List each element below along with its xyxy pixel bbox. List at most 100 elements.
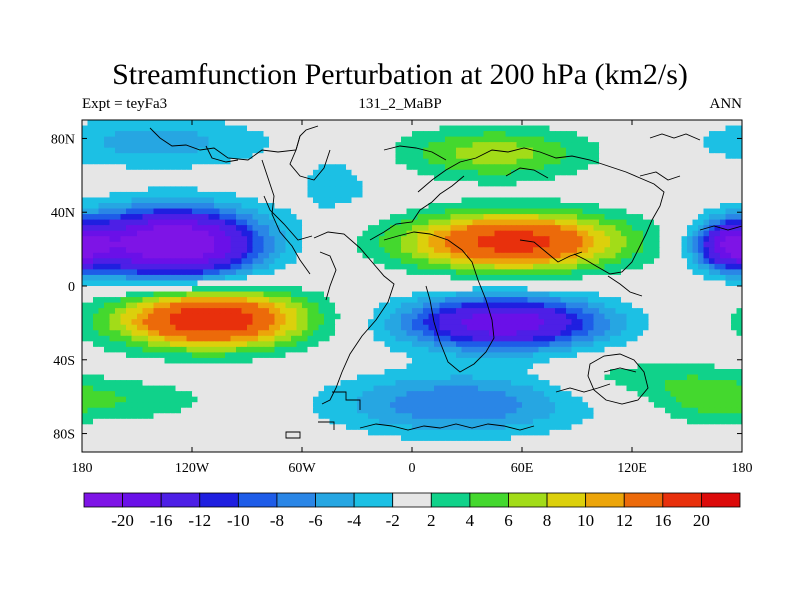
field-cell — [450, 280, 457, 287]
field-cell — [505, 280, 512, 287]
field-cell — [406, 297, 413, 304]
field-cell — [395, 142, 402, 149]
field-cell — [698, 186, 705, 193]
field-cell — [505, 263, 512, 270]
field-cell — [197, 214, 204, 221]
field-cell — [313, 147, 320, 154]
field-cell — [450, 286, 457, 293]
field-cell — [533, 169, 540, 176]
field-cell — [137, 236, 144, 243]
field-cell — [82, 236, 89, 243]
field-cell — [109, 214, 116, 221]
field-cell — [258, 219, 265, 226]
field-cell — [626, 230, 633, 237]
field-cell — [120, 208, 127, 215]
field-cell — [98, 341, 105, 348]
field-cell — [175, 219, 182, 226]
field-cell — [373, 346, 380, 353]
field-cell — [269, 175, 276, 182]
field-cell — [373, 197, 380, 204]
field-cell — [599, 197, 606, 204]
field-cell — [593, 131, 600, 138]
field-cell — [291, 158, 298, 165]
field-cell — [494, 225, 501, 232]
field-cell — [582, 230, 589, 237]
field-cell — [522, 236, 529, 243]
field-cell — [505, 225, 512, 232]
field-cell — [329, 341, 336, 348]
field-cell — [258, 302, 265, 309]
field-cell — [423, 286, 430, 293]
field-cell — [736, 180, 742, 187]
field-cell — [159, 191, 166, 199]
field-cell — [82, 120, 89, 127]
field-cell — [335, 136, 342, 143]
field-cell — [390, 346, 397, 353]
field-cell — [258, 191, 265, 199]
field-cell — [153, 125, 160, 132]
field-cell — [181, 335, 188, 342]
field-cell — [593, 302, 600, 309]
field-cell — [544, 164, 551, 171]
field-cell — [522, 219, 529, 226]
field-cell — [478, 241, 485, 248]
field-cell — [274, 203, 281, 210]
field-cell — [577, 269, 584, 276]
field-cell — [428, 297, 435, 304]
field-cell — [681, 269, 688, 276]
field-cell — [577, 180, 584, 187]
field-cell — [313, 269, 320, 276]
field-cell — [230, 241, 237, 248]
field-cell — [560, 330, 567, 337]
field-cell — [324, 169, 331, 176]
field-cell — [368, 308, 375, 315]
field-cell — [324, 297, 331, 304]
field-cell — [621, 252, 628, 259]
field-cell — [302, 258, 309, 265]
field-cell — [181, 219, 188, 226]
field-cell — [230, 258, 237, 265]
field-cell — [736, 241, 742, 248]
field-cell — [296, 324, 303, 331]
field-cell — [82, 191, 89, 199]
field-cell — [203, 335, 210, 342]
field-cell — [181, 319, 188, 326]
field-cell — [401, 280, 408, 287]
field-cell — [335, 230, 342, 237]
field-cell — [318, 252, 325, 259]
field-cell — [516, 219, 523, 226]
field-cell — [181, 164, 188, 171]
field-cell — [467, 158, 474, 165]
field-cell — [467, 214, 474, 221]
field-cell — [186, 197, 193, 204]
field-cell — [120, 247, 127, 254]
field-cell — [637, 225, 644, 232]
field-cell — [307, 335, 314, 342]
field-cell — [203, 269, 210, 276]
field-cell — [181, 175, 188, 182]
field-cell — [439, 197, 446, 204]
field-cell — [186, 274, 193, 282]
field-cell — [362, 241, 369, 248]
field-cell — [461, 186, 468, 193]
field-cell — [302, 230, 309, 237]
field-cell — [170, 313, 177, 320]
field-cell — [533, 280, 540, 287]
field-cell — [340, 131, 347, 138]
field-cell — [302, 346, 309, 353]
field-cell — [263, 247, 270, 254]
field-cell — [109, 324, 116, 331]
field-cell — [681, 252, 688, 259]
field-cell — [192, 158, 199, 165]
field-cell — [692, 319, 699, 326]
field-cell — [390, 319, 397, 326]
field-cell — [511, 230, 518, 237]
field-cell — [467, 236, 474, 243]
field-cell — [648, 158, 655, 165]
field-cell — [610, 319, 617, 326]
field-cell — [120, 297, 127, 304]
field-cell — [384, 297, 391, 304]
field-cell — [313, 169, 320, 176]
field-cell — [527, 219, 534, 226]
field-cell — [593, 214, 600, 221]
